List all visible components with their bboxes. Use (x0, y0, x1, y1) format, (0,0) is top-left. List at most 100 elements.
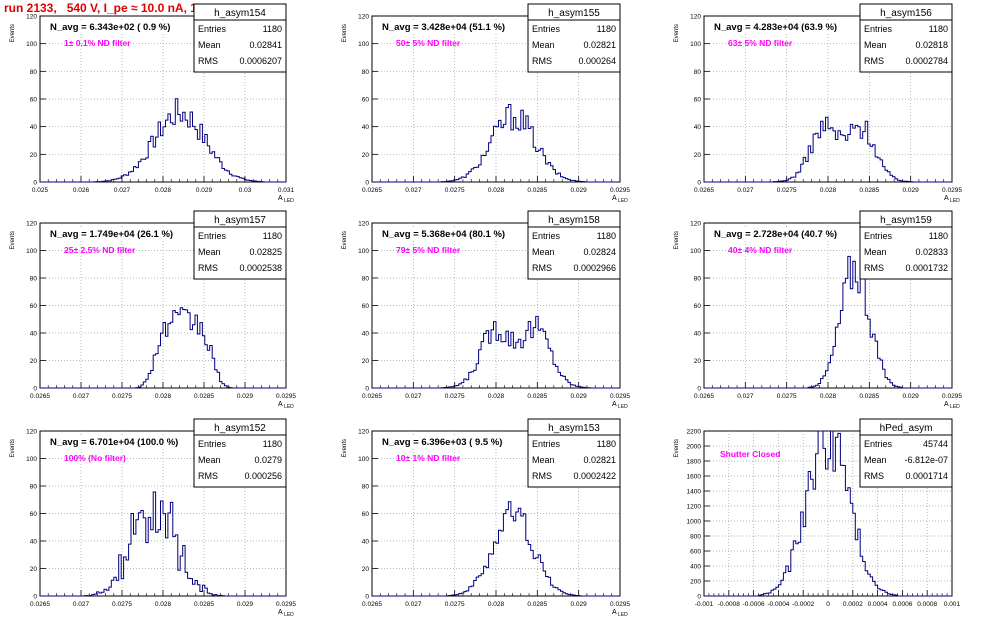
x-tick-label: 0.0265 (694, 393, 714, 400)
stats-box (193, 3, 287, 73)
x-tick-label: 0.028 (820, 187, 837, 194)
stat-value: 1180 (929, 231, 948, 241)
header-box (374, 20, 524, 34)
filter-annotation: 100% (No filter) (64, 453, 126, 463)
y-tick-label: 0 (365, 386, 369, 393)
x-tick-label: 0.0275 (445, 601, 465, 608)
x-tick-label: 0.0295 (276, 393, 296, 400)
y-tick-label: 120 (26, 14, 37, 21)
y-tick-label: 100 (358, 248, 369, 255)
y-tick-label: 80 (362, 484, 370, 491)
y-tick-label: 80 (362, 69, 370, 76)
stat-value: 0.02833 (915, 247, 948, 257)
x-tick-label: 0.028 (155, 601, 172, 608)
x-tick-label: 0.0265 (30, 393, 50, 400)
x-tick-label: 0.0275 (112, 393, 132, 400)
histogram-panel-h_asym154: 0.025 0.026 0.027 0.028 0.029 0.03 0.031 0 20 40 6… (10, 3, 295, 204)
y-tick-label: 40 (30, 331, 38, 338)
x-tick-label: 0.001 (944, 601, 961, 608)
x-tick-label: -0.0008 (718, 601, 740, 608)
x-tick-label: 0.0275 (777, 393, 797, 400)
stats-box (859, 418, 953, 488)
x-tick-label: 0.029 (571, 393, 588, 400)
stat-value: 0.0279 (254, 455, 282, 465)
y-tick-label: 120 (690, 14, 701, 21)
n-avg-header: N_avg = 5.368e+04 (80.1 %) (382, 229, 505, 240)
stat-value: 0.02825 (249, 247, 282, 257)
histogram-name: h_asym157 (214, 215, 266, 226)
stat-label: Entries (532, 439, 561, 449)
x-tick-label: 0.0265 (694, 187, 714, 194)
y-tick-label: 60 (30, 97, 38, 104)
y-tick-label: 0 (33, 180, 37, 187)
y-tick-label: 20 (30, 566, 38, 573)
y-tick-label: 0 (697, 594, 701, 601)
x-tick-label: -0.001 (695, 601, 714, 608)
y-tick-label: 0 (697, 180, 701, 187)
x-tick-label: 0.027 (405, 187, 422, 194)
stat-label: Entries (198, 24, 227, 34)
histogram-panel-h_asym159: 0.0265 0.027 0.0275 0.028 0.0285 0.029 0.0295 0… (674, 210, 962, 410)
y-tick-label: 120 (26, 221, 37, 228)
y-tick-label: 200 (690, 579, 701, 586)
filter-annotation: 50± 5% ND filter (396, 38, 461, 48)
x-tick-label: 0.028 (488, 187, 505, 194)
stat-value: 0.000256 (244, 471, 282, 481)
stats-box (527, 418, 621, 488)
header-box (706, 227, 856, 241)
y-tick-label: 2000 (687, 444, 702, 451)
n-avg-header: N_avg = 4.283e+04 (63.9 %) (714, 22, 837, 33)
stat-label: Mean (198, 40, 221, 50)
histogram-panel-hPed_asym: -0.001 -0.0008 -0.0006 -0.0004 -0.0002 0 0.000… (674, 418, 961, 608)
stat-value: 0.02818 (915, 40, 948, 50)
y-tick-label: 120 (358, 14, 369, 21)
histogram-name: h_asym154 (214, 8, 266, 19)
x-tick-label: 0.028 (155, 187, 172, 194)
stat-label: RMS (198, 471, 218, 481)
y-tick-label: 40 (694, 331, 702, 338)
histogram-name: h_asym152 (214, 423, 266, 434)
x-tick-label: 0.0265 (362, 187, 382, 194)
histogram-panel-h_asym157: 0.0265 0.027 0.0275 0.028 0.0285 0.029 0.0295 0… (10, 210, 296, 410)
stat-value: 0.0006207 (239, 56, 282, 66)
x-tick-label: 0.0275 (445, 393, 465, 400)
y-tick-label: 60 (694, 303, 702, 310)
y-axis-label: Events (10, 231, 16, 249)
x-tick-label: 0.0275 (112, 601, 132, 608)
x-axis-label: A LED (278, 401, 294, 410)
stat-label: RMS (198, 56, 218, 66)
n-avg-header: N_avg = 2.728e+04 (40.7 %) (714, 229, 837, 240)
y-axis-label: Events (342, 24, 348, 42)
header-box (706, 20, 856, 34)
x-axis-label: A LED (944, 195, 960, 204)
x-tick-label: 0.0275 (777, 187, 797, 194)
stat-value: 0.0001714 (905, 471, 948, 481)
n-avg-header: N_avg = 6.343e+02 ( 0.9 %) (50, 22, 170, 33)
y-tick-label: 40 (362, 124, 370, 131)
stat-label: Entries (198, 231, 227, 241)
stat-value: 0.0002422 (573, 471, 616, 481)
stats-box (193, 210, 287, 280)
header-box (42, 20, 192, 34)
y-tick-label: 1000 (687, 519, 702, 526)
stat-value: 1180 (597, 231, 616, 241)
x-tick-label: 0.027 (405, 601, 422, 608)
stat-value: 45744 (923, 439, 948, 449)
y-tick-label: 20 (362, 152, 370, 159)
y-tick-label: 0 (33, 386, 37, 393)
stats-box (193, 418, 287, 488)
histogram-line (40, 307, 286, 389)
stat-value: 0.0002538 (239, 263, 282, 273)
x-axis-label: A LED (612, 195, 628, 204)
y-tick-label: 20 (362, 566, 370, 573)
x-tick-label: 0.0295 (942, 393, 962, 400)
stat-label: RMS (864, 56, 884, 66)
histogram-panel-h_asym158: 0.0265 0.027 0.0275 0.028 0.0285 0.029 0.0295 0… (342, 210, 630, 410)
stat-value: 1180 (929, 24, 948, 34)
x-axis-label: A LED (278, 609, 294, 618)
x-axis-label: A LED (278, 195, 294, 204)
y-tick-label: 600 (690, 549, 701, 556)
x-tick-label: -0.0006 (743, 601, 765, 608)
y-axis-label: Events (342, 231, 348, 249)
